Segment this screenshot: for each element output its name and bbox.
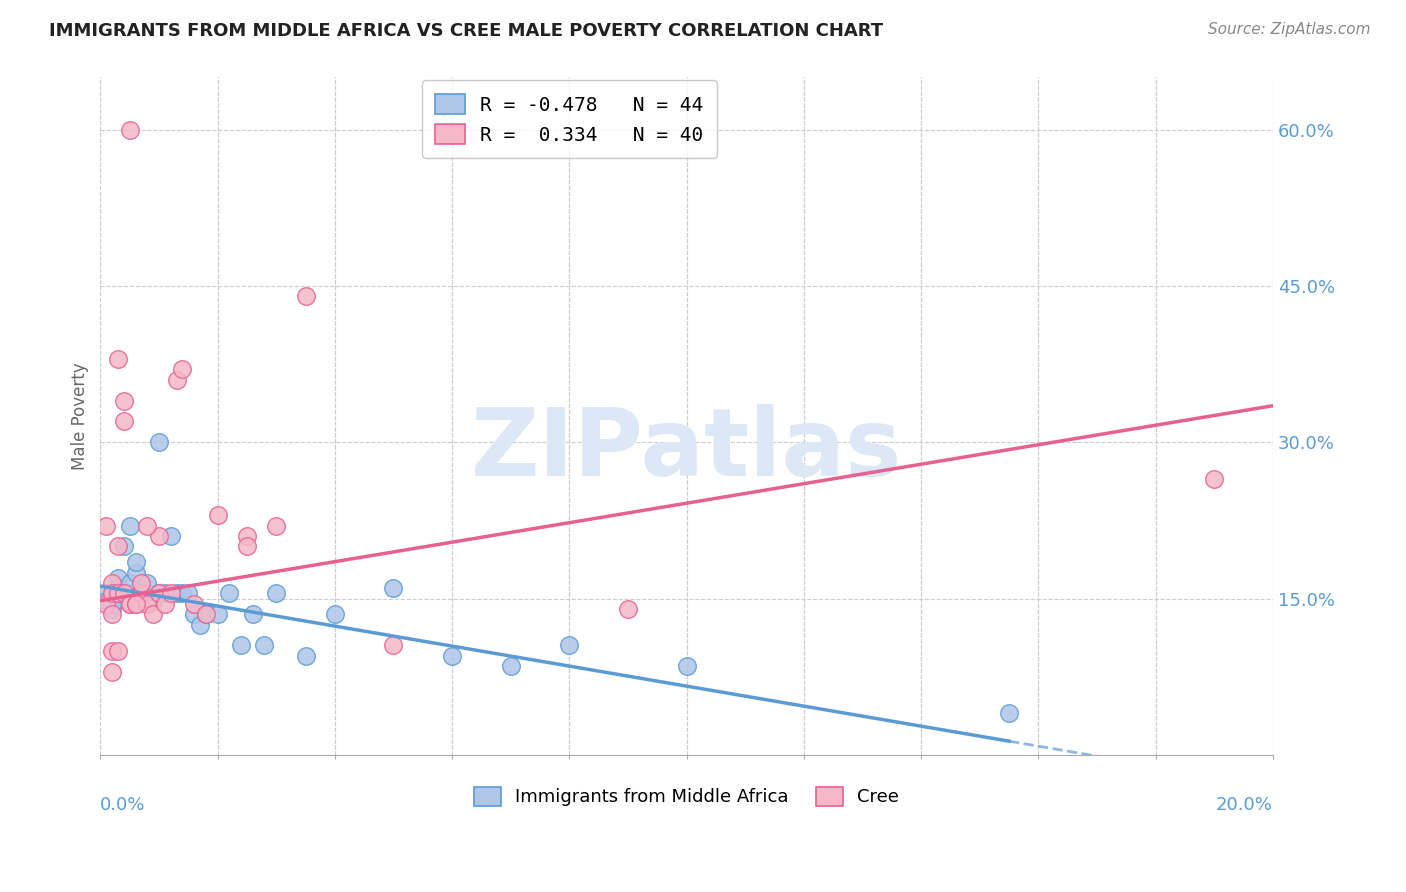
Point <box>112 393 135 408</box>
Point <box>617 602 640 616</box>
Point <box>177 586 200 600</box>
Point <box>101 643 124 657</box>
Point <box>101 586 124 600</box>
Text: IMMIGRANTS FROM MIDDLE AFRICA VS CREE MALE POVERTY CORRELATION CHART: IMMIGRANTS FROM MIDDLE AFRICA VS CREE MA… <box>49 22 883 40</box>
Point <box>101 597 124 611</box>
Point <box>107 571 129 585</box>
Point <box>131 576 153 591</box>
Point <box>998 706 1021 721</box>
Point <box>441 648 464 663</box>
Point <box>166 373 188 387</box>
Point <box>148 529 170 543</box>
Point <box>148 586 170 600</box>
Point <box>218 586 240 600</box>
Point <box>136 597 159 611</box>
Point <box>101 590 124 604</box>
Point <box>96 597 118 611</box>
Point <box>1204 472 1226 486</box>
Point <box>294 648 316 663</box>
Point <box>159 586 181 600</box>
Point <box>101 576 124 591</box>
Point <box>188 617 211 632</box>
Point <box>112 540 135 554</box>
Point <box>264 586 287 600</box>
Point <box>229 639 252 653</box>
Point <box>253 639 276 653</box>
Point <box>148 435 170 450</box>
Point <box>242 607 264 622</box>
Point <box>101 607 124 622</box>
Point <box>96 518 118 533</box>
Point <box>194 607 217 622</box>
Y-axis label: Male Poverty: Male Poverty <box>72 362 89 470</box>
Point <box>264 518 287 533</box>
Legend: Immigrants from Middle Africa, Cree: Immigrants from Middle Africa, Cree <box>467 780 907 814</box>
Point <box>382 639 405 653</box>
Point <box>382 581 405 595</box>
Text: Source: ZipAtlas.com: Source: ZipAtlas.com <box>1208 22 1371 37</box>
Point <box>183 607 205 622</box>
Point <box>207 508 229 523</box>
Point <box>118 518 141 533</box>
Point <box>118 586 141 600</box>
Point <box>142 593 165 607</box>
Point <box>101 602 124 616</box>
Point <box>107 581 129 595</box>
Point <box>136 576 159 591</box>
Point <box>124 566 146 580</box>
Point <box>675 659 697 673</box>
Point <box>499 659 522 673</box>
Point <box>142 607 165 622</box>
Point <box>107 586 129 600</box>
Point <box>124 555 146 569</box>
Point <box>558 639 581 653</box>
Point <box>107 643 129 657</box>
Text: 20.0%: 20.0% <box>1216 796 1272 814</box>
Point <box>112 414 135 428</box>
Point <box>159 529 181 543</box>
Point <box>118 576 141 591</box>
Point <box>96 593 118 607</box>
Point <box>207 607 229 622</box>
Text: ZIPatlas: ZIPatlas <box>471 404 903 496</box>
Point <box>136 586 159 600</box>
Point <box>118 597 141 611</box>
Point <box>323 607 346 622</box>
Point <box>112 586 135 600</box>
Point <box>107 586 129 600</box>
Point <box>131 586 153 600</box>
Point <box>148 586 170 600</box>
Point <box>124 597 146 611</box>
Point <box>153 597 176 611</box>
Point <box>131 586 153 600</box>
Point <box>107 540 129 554</box>
Point <box>236 529 259 543</box>
Point <box>118 122 141 136</box>
Point <box>107 351 129 366</box>
Point <box>101 665 124 679</box>
Point <box>194 607 217 622</box>
Point <box>294 289 316 303</box>
Text: 0.0%: 0.0% <box>100 796 146 814</box>
Point <box>112 586 135 600</box>
Point <box>183 597 205 611</box>
Point <box>166 586 188 600</box>
Point <box>236 540 259 554</box>
Point <box>118 597 141 611</box>
Point <box>131 586 153 600</box>
Point <box>172 362 194 376</box>
Point <box>136 518 159 533</box>
Point <box>96 586 118 600</box>
Point <box>153 586 176 600</box>
Point <box>124 597 146 611</box>
Point <box>172 586 194 600</box>
